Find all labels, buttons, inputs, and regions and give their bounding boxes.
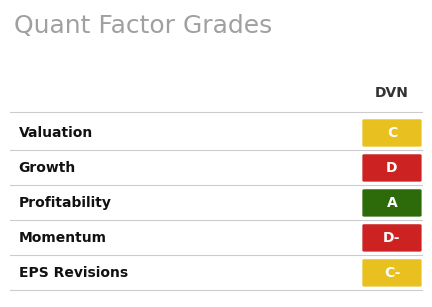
Text: Momentum: Momentum xyxy=(19,231,107,245)
FancyBboxPatch shape xyxy=(362,189,422,217)
FancyBboxPatch shape xyxy=(362,119,422,147)
Text: D: D xyxy=(386,161,398,175)
Text: DVN: DVN xyxy=(375,86,409,100)
Text: Profitability: Profitability xyxy=(19,196,111,210)
FancyBboxPatch shape xyxy=(362,154,422,182)
FancyBboxPatch shape xyxy=(362,259,422,287)
Text: A: A xyxy=(387,196,397,210)
Text: Growth: Growth xyxy=(19,161,76,175)
Text: EPS Revisions: EPS Revisions xyxy=(19,266,128,280)
Text: D-: D- xyxy=(383,231,401,245)
Text: Quant Factor Grades: Quant Factor Grades xyxy=(14,14,273,37)
Text: Valuation: Valuation xyxy=(19,126,93,140)
Text: C-: C- xyxy=(384,266,400,280)
FancyBboxPatch shape xyxy=(362,224,422,252)
Text: C: C xyxy=(387,126,397,140)
